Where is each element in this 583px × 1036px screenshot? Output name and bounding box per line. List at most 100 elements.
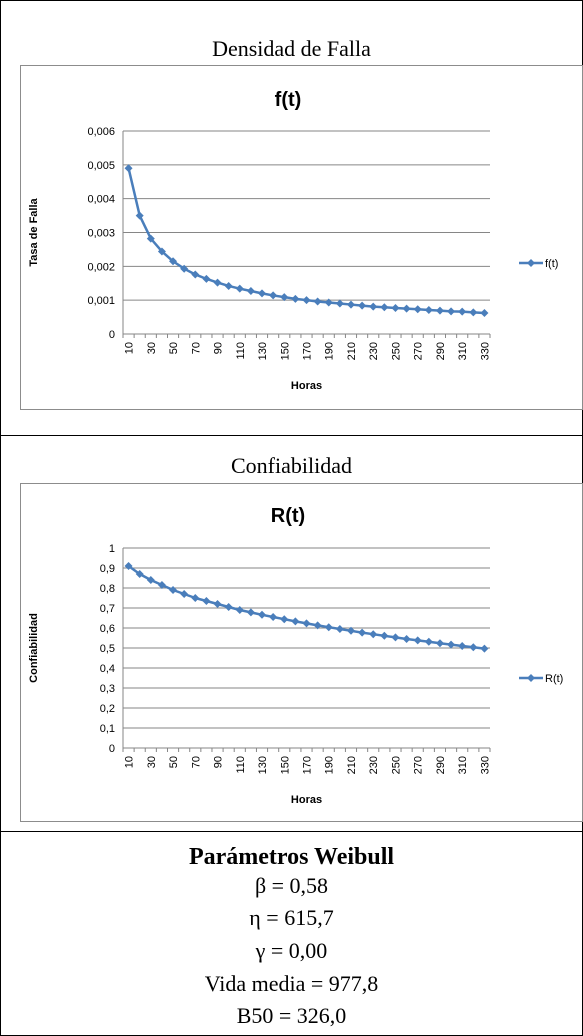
reliability-caption: Confiabilidad (231, 453, 352, 478)
data-point (335, 299, 344, 308)
x-tick-label: 190 (324, 756, 336, 774)
reliability-chart: R(t) 0 0,1 0,2 0,3 0,4 0,5 0,6 0,7 0,8 0,9 1 10 30 50 7… (20, 483, 583, 822)
x-tick-label: 90 (213, 342, 225, 354)
x-axis-label: Horas (291, 380, 322, 392)
data-point (380, 631, 389, 640)
data-point (213, 278, 222, 287)
x-tick-label: 270 (413, 342, 425, 360)
y-tick-label: 0,7 (100, 603, 115, 615)
x-tick-label: 250 (390, 756, 402, 774)
chart-title: R(t) (271, 505, 305, 527)
series-line (127, 167, 485, 315)
param-beta: β = 0,58 (254, 873, 329, 898)
data-point (258, 289, 267, 298)
y-axis-label: Confiabilidad (28, 613, 40, 683)
x-tick-label: 290 (435, 342, 447, 360)
x-tick-label: 230 (368, 342, 380, 360)
x-tick-label: 310 (457, 342, 469, 360)
data-point (435, 306, 444, 315)
y-tick-label: 0,4 (100, 663, 115, 675)
x-tick-label: 230 (368, 756, 380, 774)
y-tick-label: 0,003 (87, 228, 115, 240)
x-tick-label: 50 (168, 756, 180, 768)
data-point (480, 644, 489, 653)
x-tick-label: 30 (146, 342, 158, 354)
data-point (369, 630, 378, 639)
density-chart-svg: f(t) 0 0,001 0,002 0,003 0,004 0,005 0,006 10 30 5… (28, 89, 558, 392)
x-tick-label: 130 (257, 756, 269, 774)
data-point (324, 623, 333, 632)
data-point (358, 301, 367, 310)
y-tick-label: 0 (109, 329, 115, 341)
y-tick-label: 0,9 (100, 563, 115, 575)
data-point (413, 636, 422, 645)
param-mean-life: Vida media = 977,8 (204, 971, 379, 996)
y-tick-label: 0 (109, 743, 115, 755)
y-tick-label: 0,6 (100, 623, 115, 635)
y-tick-label: 0,001 (87, 295, 115, 307)
x-tick-label: 330 (479, 756, 491, 774)
param-eta: η = 615,7 (249, 905, 334, 930)
data-point (191, 594, 200, 602)
x-tick-label: 110 (235, 342, 247, 360)
data-point (402, 635, 411, 643)
y-tick-label: 0,2 (100, 703, 115, 715)
x-tick-label: 30 (146, 756, 158, 768)
y-tick-label: 0,005 (87, 160, 115, 172)
y-tick-label: 0,5 (100, 643, 115, 655)
y-tick-label: 0,006 (87, 126, 115, 138)
data-point (302, 619, 311, 628)
x-tick-label: 210 (346, 756, 358, 774)
data-point (213, 600, 222, 608)
data-point (346, 300, 355, 309)
data-point (291, 617, 300, 626)
data-point (391, 633, 400, 642)
y-tick-label: 0,002 (87, 261, 115, 273)
density-chart: f(t) 0 0,001 0,002 0,003 0,004 0,005 0,006 10 30 5… (20, 65, 583, 410)
data-point (269, 291, 278, 300)
data-point (135, 211, 144, 220)
data-point (302, 296, 311, 305)
y-tick-label: 0,004 (87, 194, 115, 206)
data-point (269, 613, 278, 621)
data-point (146, 234, 155, 243)
x-tick-label: 290 (435, 756, 447, 774)
x-tick-label: 110 (235, 756, 247, 774)
x-tick-label: 210 (346, 342, 358, 360)
data-point (447, 307, 456, 316)
x-tick-label: 50 (168, 342, 180, 354)
data-point (335, 625, 344, 633)
legend-marker (527, 259, 535, 267)
y-tick-label: 0,1 (100, 723, 115, 735)
row-divider-2 (0, 831, 583, 832)
data-point (469, 643, 478, 652)
x-tick-label: 150 (279, 756, 291, 774)
x-tick-label: 10 (124, 342, 136, 354)
y-tick-label: 0,3 (100, 683, 115, 695)
x-tick-label: 130 (257, 342, 269, 360)
data-point (157, 581, 166, 589)
x-axis-label: Horas (291, 794, 322, 806)
data-point (447, 640, 456, 649)
data-point (180, 590, 189, 598)
data-point (169, 586, 178, 594)
data-point (313, 621, 322, 630)
x-tick-label: 150 (279, 342, 291, 360)
data-point (202, 597, 211, 605)
param-b50: B50 = 326,0 (236, 1003, 347, 1028)
parameters-title: Parámetros Weibull (188, 844, 395, 870)
x-tick-label: 190 (324, 342, 336, 360)
x-tick-label: 170 (302, 342, 314, 360)
data-point (235, 284, 244, 293)
y-tick-label: 1 (109, 543, 115, 555)
row-divider-1 (0, 435, 583, 436)
data-point (458, 307, 467, 316)
data-point (246, 287, 255, 296)
data-point (202, 274, 211, 283)
legend-label: R(t) (545, 673, 563, 685)
data-point (480, 309, 489, 318)
legend-marker (527, 674, 535, 682)
data-point (424, 305, 433, 314)
x-tick-label: 270 (413, 756, 425, 774)
